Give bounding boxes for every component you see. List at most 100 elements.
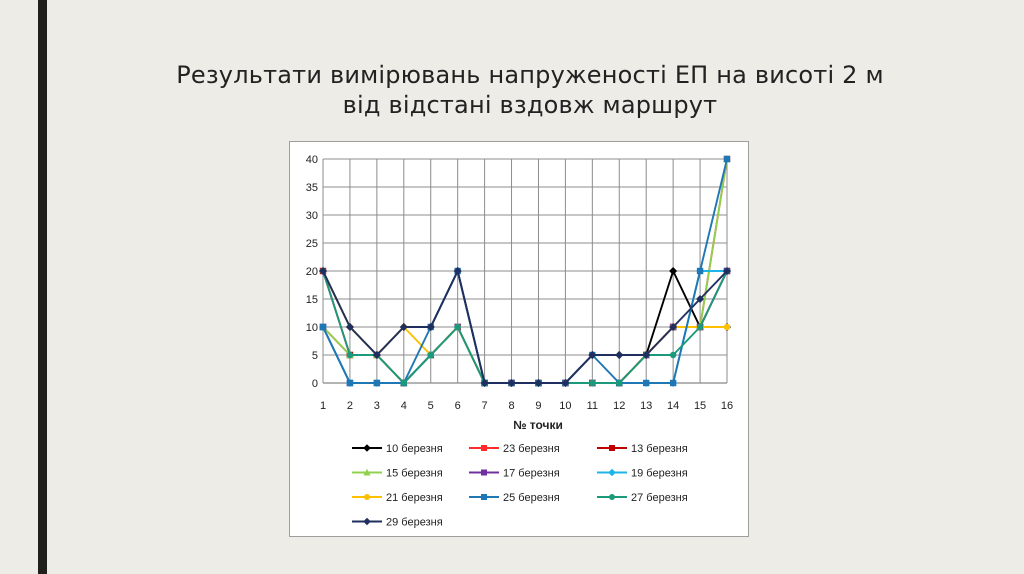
x-tick-label: 5: [428, 400, 434, 412]
title-line-1: Результати вимірювань напруженості ЕП на…: [176, 61, 884, 89]
legend-item: 19 березня: [597, 468, 688, 480]
data-point: [669, 323, 678, 331]
y-tick-label: 0: [312, 378, 318, 390]
legend-label: 17 березня: [503, 468, 560, 480]
legend: 10 березня 23 березня 13 березня 15 березня…: [352, 443, 688, 529]
data-point: [615, 351, 624, 359]
data-point: [507, 379, 516, 387]
legend-item: 17 березня: [469, 468, 560, 480]
series-lines: [319, 155, 731, 387]
data-point: [364, 494, 370, 500]
legend-item: 25 березня: [469, 492, 560, 504]
x-tick-label: 7: [482, 400, 488, 412]
data-point: [363, 444, 371, 452]
data-point: [481, 445, 487, 451]
data-point: [454, 323, 461, 331]
legend-label: 29 березня: [386, 517, 443, 529]
x-tick-label: 4: [401, 400, 407, 412]
x-tick-label: 8: [508, 400, 514, 412]
data-point: [481, 494, 487, 500]
legend-item: 29 березня: [352, 517, 443, 529]
data-point: [319, 267, 327, 275]
data-point: [399, 323, 408, 331]
x-tick-label: 14: [667, 400, 679, 412]
x-tick-label: 2: [347, 400, 353, 412]
legend-item: 13 березня: [597, 443, 688, 455]
legend-label: 23 березня: [503, 443, 560, 455]
data-point: [669, 351, 677, 359]
y-tick-label: 30: [306, 210, 318, 222]
legend-label: 25 березня: [503, 492, 560, 504]
legend-label: 13 березня: [631, 443, 688, 455]
data-point: [696, 295, 705, 303]
slide-title: Результати вимірювань напруженості ЕП на…: [150, 60, 910, 120]
left-accent-bar: [38, 0, 47, 574]
data-point: [453, 267, 462, 275]
data-point: [696, 267, 704, 275]
data-point: [427, 351, 434, 359]
data-point: [319, 323, 327, 331]
data-point: [643, 379, 650, 387]
data-point: [400, 379, 407, 387]
legend-label: 15 березня: [386, 468, 443, 480]
data-point: [561, 379, 570, 387]
x-tick-label: 13: [640, 400, 652, 412]
y-tick-label: 15: [306, 294, 318, 306]
y-tick-label: 25: [306, 238, 318, 250]
data-point: [609, 445, 615, 451]
data-point: [481, 469, 487, 476]
data-point: [534, 379, 543, 387]
x-tick-label: 10: [559, 400, 571, 412]
legend-item: 21 березня: [352, 492, 443, 504]
legend-label: 10 березня: [386, 443, 443, 455]
data-point: [372, 351, 381, 359]
legend-item: 15 березня: [352, 468, 443, 480]
x-tick-label: 12: [613, 400, 625, 412]
legend-item: 10 березня: [352, 443, 443, 455]
series-line: [322, 270, 728, 384]
data-point: [373, 379, 381, 387]
data-point: [669, 379, 677, 387]
data-point: [616, 379, 623, 387]
data-point: [609, 494, 615, 500]
data-point: [723, 323, 731, 331]
data-point: [363, 468, 371, 476]
grid: [322, 158, 728, 384]
x-tick-label: 3: [374, 400, 380, 412]
y-tick-label: 35: [306, 182, 318, 194]
data-point: [669, 267, 678, 275]
y-tick-label: 40: [306, 154, 318, 166]
y-tick-label: 5: [312, 350, 318, 362]
data-point: [723, 155, 731, 163]
data-point: [363, 517, 371, 526]
chart-container: 0 5 10 15 20 25 30 35 40 1 2 3 4 5 6 7 8 9 10 11 12 13 14 15 16 …: [289, 141, 749, 537]
data-point: [480, 379, 489, 387]
data-point: [346, 351, 354, 359]
x-axis-label: № точки: [513, 418, 563, 432]
y-tick-label: 20: [306, 266, 318, 278]
legend-item: 27 березня: [597, 492, 688, 504]
x-tick-label: 6: [455, 400, 461, 412]
data-point: [589, 379, 596, 387]
y-tick-label: 10: [306, 322, 318, 334]
x-tick-label: 11: [587, 400, 598, 412]
data-point: [346, 379, 354, 387]
data-point: [588, 351, 597, 359]
data-point: [696, 323, 704, 331]
x-tick-label: 9: [535, 400, 541, 412]
series-group: [319, 267, 731, 387]
title-line-2: від відстані вздовж маршрут: [342, 91, 718, 119]
data-point: [723, 267, 731, 275]
data-point: [642, 351, 651, 359]
legend-label: 27 березня: [631, 492, 688, 504]
legend-label: 19 березня: [631, 468, 688, 480]
legend-label: 21 березня: [386, 492, 443, 504]
data-point: [345, 323, 354, 331]
x-tick-label: 1: [320, 400, 326, 412]
x-tick-label: 15: [694, 400, 706, 412]
x-tick-label: 16: [721, 400, 733, 412]
legend-item: 23 березня: [469, 443, 560, 455]
data-point: [608, 468, 616, 477]
